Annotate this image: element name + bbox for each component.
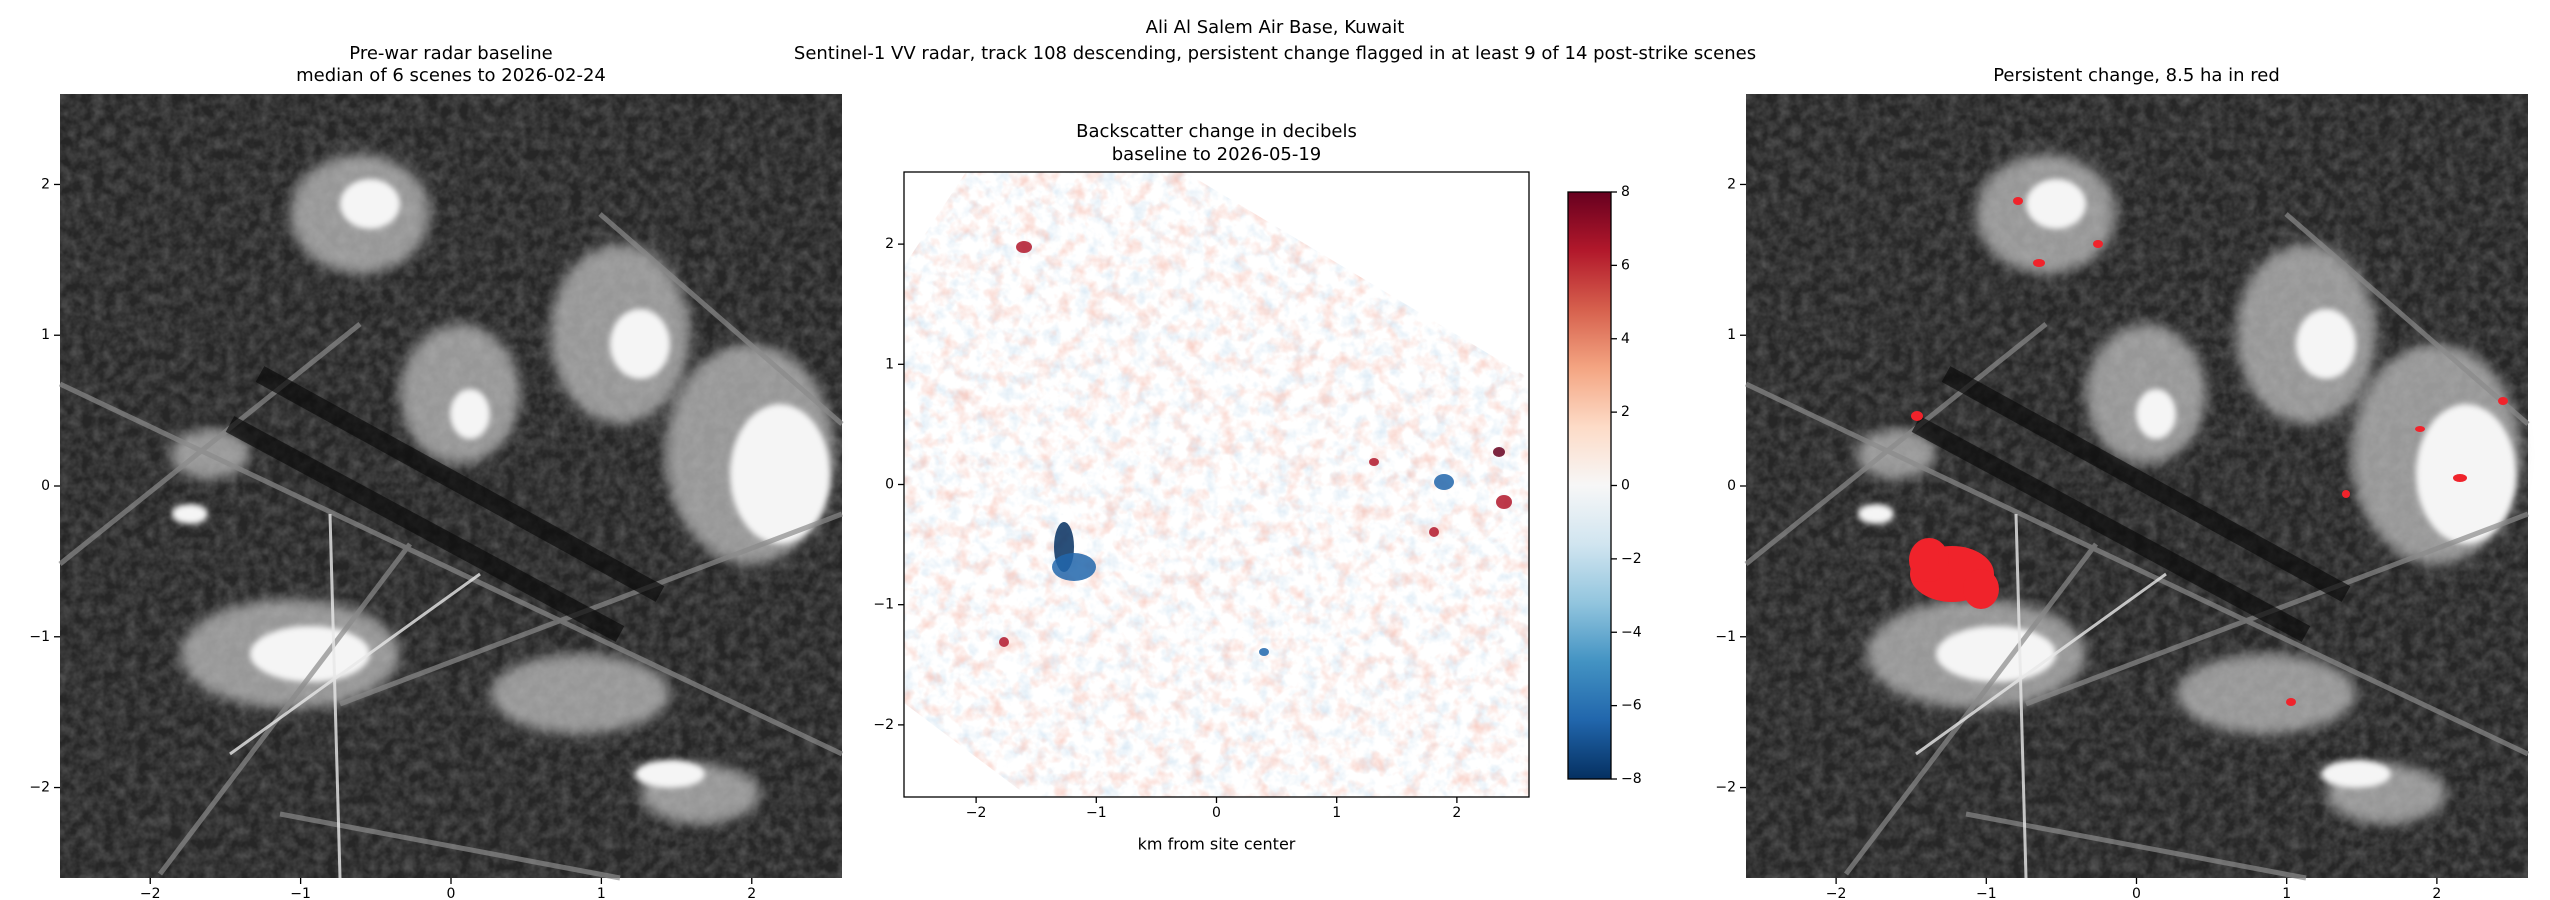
y-tick-label: 0 (1727, 478, 1736, 494)
change-overlay (1909, 197, 2508, 706)
y-tick-label: −2 (29, 780, 50, 796)
figure-title: Ali Al Salem Air Base, Kuwait (1146, 17, 1405, 38)
x-axis-label: km from site center (1138, 835, 1296, 854)
speckle (1434, 474, 1454, 490)
y-tick-label: 2 (1727, 176, 1736, 192)
x-tick-label: 1 (2282, 886, 2291, 900)
speckle (1496, 495, 1512, 509)
x-tick-label: 0 (1212, 805, 1221, 821)
y-tick-label: 0 (41, 478, 50, 494)
change-patch (2498, 397, 2508, 405)
colorbar-tick-label: −4 (1621, 624, 1642, 640)
y-tick-label: −2 (1715, 780, 1736, 796)
panel (54, 94, 842, 884)
speckle (1369, 458, 1379, 466)
change-patch (1909, 538, 1949, 582)
speckle (999, 637, 1009, 647)
colorbar-tick-label: 2 (1621, 404, 1630, 420)
y-tick-label: 1 (885, 356, 894, 372)
colorbar (1567, 191, 1612, 780)
panel (1740, 94, 2528, 884)
figure-subtitle: Sentinel-1 VV radar, track 108 descendin… (794, 43, 1756, 64)
radar-image (1746, 94, 2528, 878)
radar-image (60, 94, 842, 878)
y-tick-label: 0 (885, 477, 894, 493)
colorbar-tick-label: 8 (1621, 184, 1630, 200)
colorbar-tick-label: 4 (1621, 331, 1630, 347)
speckle (1052, 553, 1096, 581)
speckle (1016, 241, 1032, 253)
y-tick-label: 1 (41, 327, 50, 343)
panel (898, 171, 1530, 803)
x-tick-label: 0 (2132, 886, 2141, 900)
y-tick-label: 2 (41, 176, 50, 192)
y-tick-label: −1 (29, 629, 50, 645)
x-tick-label: 2 (1452, 805, 1461, 821)
y-tick-label: −1 (1715, 629, 1736, 645)
colorbar-tick-label: −8 (1621, 771, 1642, 787)
change-patch (2093, 240, 2103, 248)
x-tick-label: 1 (1332, 805, 1341, 821)
x-tick-label: 2 (747, 886, 756, 900)
speckle (1493, 447, 1505, 457)
colorbar-tick-label: 0 (1621, 478, 1630, 494)
change-patch (2342, 490, 2350, 498)
x-tick-label: 0 (447, 886, 456, 900)
colorbar-tick-label: −6 (1621, 698, 1642, 714)
panel-subtitle: median of 6 scenes to 2026-02-24 (296, 65, 606, 86)
x-tick-label: 2 (2432, 886, 2441, 900)
x-tick-label: −2 (1826, 886, 1847, 900)
x-tick-label: −2 (140, 886, 161, 900)
y-tick-label: −1 (873, 597, 894, 613)
change-patch (2453, 474, 2467, 482)
x-tick-label: −1 (1086, 805, 1107, 821)
panel-subtitle: baseline to 2026-05-19 (1112, 144, 1322, 165)
x-tick-label: 1 (597, 886, 606, 900)
speckle (1429, 527, 1439, 537)
panel-title: Pre-war radar baseline (349, 43, 552, 64)
change-patch (2286, 698, 2296, 706)
colorbar-tick-label: −2 (1621, 551, 1642, 567)
panel-title: Backscatter change in decibels (1076, 121, 1357, 142)
change-patch (2033, 259, 2045, 267)
x-tick-label: −1 (1976, 886, 1997, 900)
y-tick-label: −2 (873, 717, 894, 733)
x-tick-label: −1 (290, 886, 311, 900)
y-tick-label: 2 (885, 236, 894, 252)
panel-title: Persistent change, 8.5 ha in red (1993, 65, 2280, 86)
change-patch (2013, 197, 2023, 205)
change-patch (2415, 426, 2425, 432)
x-tick-label: −2 (966, 805, 987, 821)
speckle (1259, 648, 1269, 656)
change-patch (1911, 411, 1923, 421)
y-tick-label: 1 (1727, 327, 1736, 343)
change-patch (1963, 569, 1999, 609)
colorbar-tick-label: 6 (1621, 257, 1630, 273)
